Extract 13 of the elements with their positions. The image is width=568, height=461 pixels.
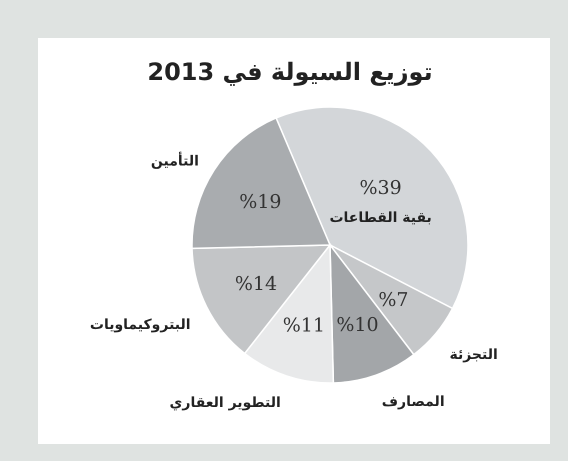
slice-label: بقية القطاعات bbox=[329, 210, 432, 226]
data-label: %39 bbox=[360, 177, 402, 200]
data-label: %19 bbox=[239, 191, 282, 214]
data-label: %10 bbox=[336, 314, 379, 336]
slice-label: البتروكيماويات bbox=[90, 316, 191, 333]
slice-label: التأمين bbox=[150, 152, 199, 170]
data-label: %14 bbox=[234, 273, 278, 296]
slice-label: المصارف bbox=[382, 394, 445, 410]
slice-label: التجزئة bbox=[449, 347, 498, 364]
data-label: %11 bbox=[282, 314, 325, 337]
slice-label: التطوير العقاري bbox=[170, 394, 281, 411]
data-label: %7 bbox=[378, 289, 409, 312]
chart-title: توزيع السيولة في 2013 bbox=[147, 58, 433, 86]
